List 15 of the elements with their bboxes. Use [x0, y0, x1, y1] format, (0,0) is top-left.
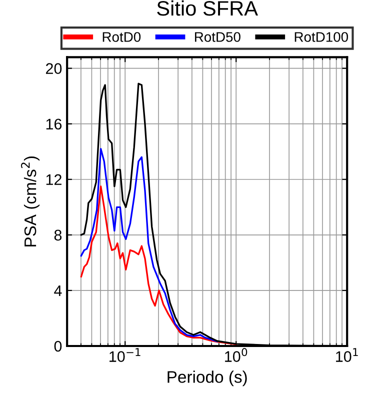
x-axis-title: Periodo (s): [168, 370, 247, 386]
y-tick-label: 16: [46, 118, 62, 130]
y-tick-label: 20: [46, 63, 62, 74]
chart-title: Sitio SFRA: [157, 0, 258, 16]
x-tick-label: 10$^{1}$: [336, 348, 358, 362]
x-tick-label: 10$^{−1}$: [110, 348, 140, 362]
x-tick-label: 10$^{0}$: [225, 348, 248, 362]
legend-label: RotD100: [294, 32, 348, 42]
legend-label: RotD0: [102, 32, 141, 42]
y-tick-label: 0: [54, 340, 62, 352]
y-axis-title: PSA (cm/s$^{2}$): [21, 156, 40, 246]
y-tick-label: 12: [46, 174, 62, 185]
y-tick-label: 8: [54, 230, 62, 241]
y-tick-label: 4: [54, 285, 62, 296]
legend-label: RotD50: [195, 32, 240, 42]
